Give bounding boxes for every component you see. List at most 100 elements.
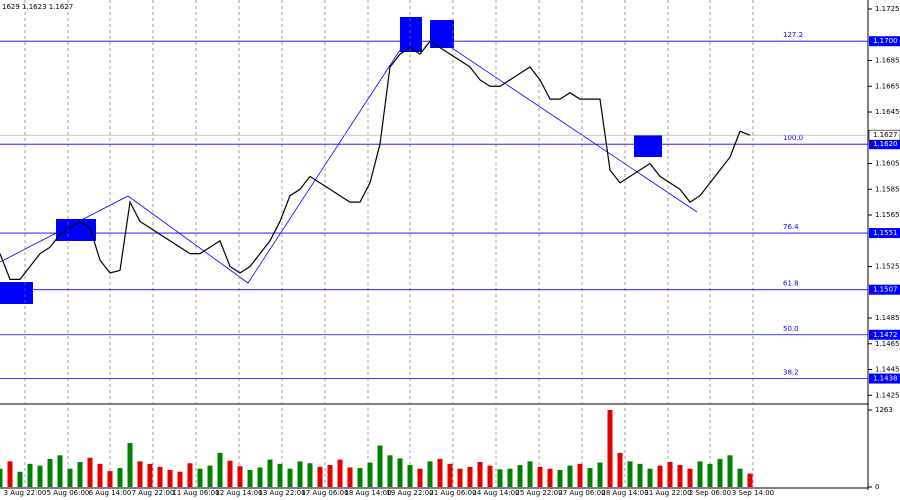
volume-bar [367,462,373,487]
volume-bar [0,468,3,487]
x-tick-label: 19 Aug 22:00 [386,489,433,497]
volume-bar [27,463,33,487]
volume-bar [677,465,683,487]
volume-bar [247,469,253,487]
x-tick-label: 3 Sep 14:00 [732,489,774,497]
trend-line [439,39,698,213]
x-tick-label: 11 Aug 06:00 [172,489,219,497]
volume-bar [217,452,223,487]
level-price-box [869,36,900,47]
y-tick-label: 1.1665 [875,82,900,90]
volume-tick-label: 1263 [875,406,893,414]
volume-bar [507,468,513,487]
volume-bar [117,468,123,487]
volume-bar [287,468,293,487]
x-tick-label: 5 Aug 06:00 [47,489,90,497]
y-tick-label: 1.1605 [875,160,900,168]
level-price-label: 1.1620 [873,140,898,148]
volume-bar [7,461,13,487]
price-line [0,40,751,280]
volume-bar [567,465,573,487]
volume-bar [147,463,153,487]
volume-bar [207,465,213,487]
volume-bar [557,469,563,487]
level-price-label: 1.1438 [873,375,898,383]
volume-bar [457,468,463,487]
x-tick-label: 12 Aug 14:00 [215,489,262,497]
volume-bar [687,468,693,487]
volume-bar [497,469,503,487]
volume-bar [667,462,673,487]
volume-bar [257,467,263,487]
volume-bar [417,468,423,487]
volume-bar [17,471,23,487]
volume-bar [297,461,303,487]
level-price-box [869,228,900,239]
volume-bar [627,461,633,487]
marker-box [634,135,662,157]
level-price-label: 1.1551 [873,229,898,237]
x-tick-label: 17 Aug 06:00 [301,489,348,497]
fib-level-name: 38.2 [783,369,799,377]
x-tick-label: 7 Aug 22:00 [132,489,175,497]
volume-bar [647,468,653,487]
marker-box [400,17,422,52]
level-price-box [869,284,900,295]
volume-bar [337,459,343,487]
volume-bar [277,463,283,487]
x-tick-label: 13 Aug 22:00 [258,489,305,497]
y-tick-label: 1.1585 [875,185,900,193]
level-price-label: 1.1472 [873,331,898,339]
volume-bar [327,465,333,487]
volume-bar [67,468,73,487]
volume-bar [87,457,93,487]
volume-bar [437,458,443,487]
volume-bar [547,468,553,487]
y-tick-label: 1.1685 [875,57,900,65]
volume-bar [227,460,233,487]
x-tick-label: 28 Aug 14:00 [601,489,648,497]
volume-bar [407,465,413,487]
volume-bar [487,465,493,487]
level-price-box [869,373,900,384]
volume-bar [527,461,533,487]
y-tick-label: 1.1485 [875,314,900,322]
volume-bar [307,463,313,487]
volume-bar [577,463,583,487]
volume-bar [447,463,453,487]
x-tick-label: 2 Sep 06:00 [689,489,731,497]
x-tick-label: 6 Aug 14:00 [89,489,132,497]
volume-bar [477,462,483,487]
fib-level-name: 50.0 [783,325,799,333]
x-tick-label: 18 Aug 14:00 [344,489,391,497]
y-tick-label: 1.1565 [875,211,900,219]
volume-bar [517,465,523,487]
volume-bar [427,461,433,487]
volume-bar [747,473,753,487]
volume-bar [127,443,133,487]
volume-bar [657,465,663,487]
x-tick-label: 21 Aug 06:00 [429,489,476,497]
level-price-box [869,329,900,340]
last-price-label: 1.1627 [873,131,898,139]
last-price-box [868,129,900,141]
y-tick-label: 1.1425 [875,391,900,399]
fib-level-name: 127.2 [783,31,803,39]
volume-bar [587,468,593,487]
fib-level-name: 61.8 [783,280,799,288]
x-tick-label: 25 Aug 22:00 [515,489,562,497]
level-price-label: 1.1700 [873,37,898,45]
volume-bar [167,469,173,487]
fib-level-name: 100.0 [783,134,803,142]
level-price-label: 1.1507 [873,286,898,294]
volume-tick-label: 0 [875,483,879,491]
volume-bar [347,467,353,487]
volume-bar [387,455,393,487]
y-tick-label: 1.1525 [875,263,900,271]
y-tick-label: 1.1445 [875,366,900,374]
marker-box [0,282,33,304]
volume-bar [727,455,733,487]
volume-bar [467,466,473,487]
